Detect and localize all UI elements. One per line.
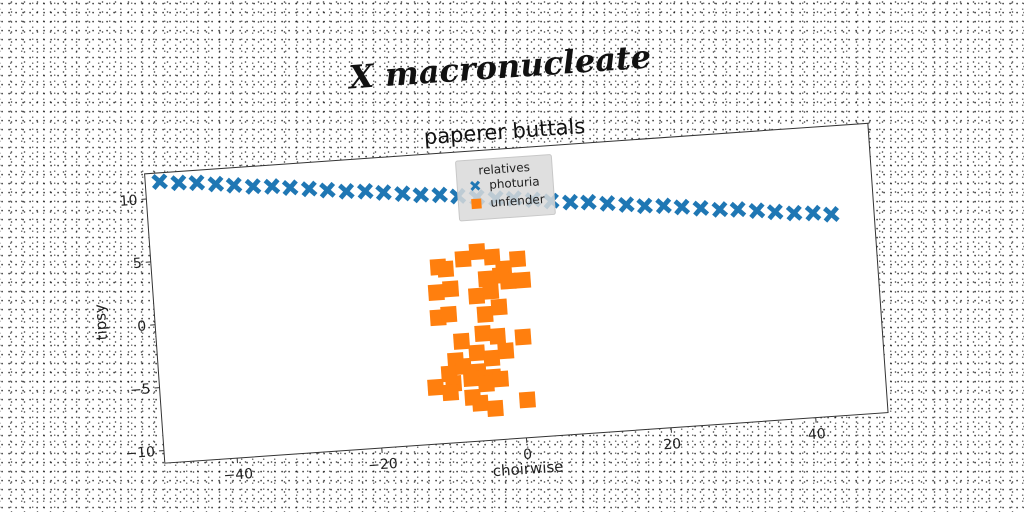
- series-1-point: [244, 178, 262, 195]
- series-2-point: [468, 287, 486, 305]
- series-2-point: [486, 399, 504, 417]
- series-2-point: [483, 248, 501, 266]
- series-1-point: [225, 176, 243, 194]
- legend-marker-2: [471, 198, 482, 210]
- series-1-point: [729, 201, 747, 218]
- series-2-point: [427, 378, 445, 396]
- series-2-point: [482, 282, 500, 300]
- series-1-point: [636, 197, 653, 215]
- series-2-point: [497, 342, 515, 360]
- series-2-point: [474, 324, 492, 343]
- x-tick-label: 40: [807, 426, 826, 443]
- series-2-point: [454, 357, 472, 375]
- series-1-point: [692, 199, 710, 217]
- series-1-point: [412, 186, 430, 204]
- series-2-point: [488, 327, 507, 345]
- series-1-point: [711, 201, 729, 218]
- series-1-point: [281, 179, 299, 196]
- series-2-point: [442, 384, 460, 402]
- series-2-point: [499, 272, 517, 290]
- y-axis-label: tipsy: [91, 303, 111, 341]
- x-tick-label: 20: [663, 436, 682, 453]
- x-axis-label: choirwise: [492, 457, 564, 480]
- y-tick-label: −5: [129, 381, 151, 398]
- legend-label-2: unfender: [490, 192, 545, 210]
- series-2-point: [491, 370, 510, 388]
- series-1-point: [580, 193, 597, 211]
- series-2-point: [464, 388, 482, 406]
- series-1-point: [188, 174, 206, 192]
- series-2-point: [468, 243, 486, 261]
- series-1-point: [319, 181, 336, 199]
- chart-title: paperer buttals: [423, 114, 586, 149]
- series-2-point: [440, 305, 458, 323]
- series-2-point: [514, 271, 532, 289]
- plot-area: −40 −20 0 20 40 −10 −5 0 5 10 paperer buttals ch…: [91, 114, 889, 484]
- y-tick-label: 0: [137, 318, 147, 335]
- series-1-point: [561, 193, 579, 211]
- series-1-point: [207, 175, 225, 193]
- series-1-point: [673, 198, 691, 216]
- y-tick-label: −10: [125, 444, 156, 462]
- x-tick-label: −20: [368, 456, 399, 474]
- series-1-point: [394, 185, 411, 203]
- series-1-point: [785, 204, 803, 222]
- series-2-point: [437, 260, 455, 278]
- series-1-point: [151, 173, 168, 190]
- x-axis-ticks: −40 −20 0 20 40: [223, 417, 826, 484]
- x-tick-label: −40: [223, 466, 254, 484]
- y-tick-label: 10: [119, 193, 138, 210]
- series-2-point: [454, 250, 472, 268]
- x-tick-label: 0: [523, 447, 533, 464]
- y-tick-label: 5: [132, 256, 142, 273]
- series-2-point: [518, 391, 536, 409]
- series-2-point: [427, 283, 445, 302]
- series-1-point: [263, 178, 281, 195]
- series-2-point: [477, 270, 495, 288]
- legend-title: relatives: [478, 160, 530, 178]
- series-2-point: [476, 305, 494, 323]
- series-2-point: [483, 349, 501, 367]
- series-1-point: [618, 196, 635, 213]
- series-1-point: [804, 204, 822, 222]
- series-1-point: [431, 186, 448, 204]
- series-2-point: [453, 332, 471, 350]
- series-1-point: [655, 197, 672, 215]
- series-1-point: [823, 206, 840, 223]
- series-2-point: [468, 344, 486, 362]
- series-2-point: [509, 250, 527, 268]
- y-axis-ticks: −10 −5 0 5 10: [119, 193, 164, 462]
- series-2-point: [462, 369, 480, 388]
- series-1-point: [375, 184, 392, 201]
- series-2-point: [490, 298, 508, 316]
- series-1-point: [748, 202, 766, 219]
- series-1-point: [599, 195, 616, 212]
- series-2-point: [514, 328, 532, 346]
- legend-marker-1: [470, 180, 481, 192]
- series-1-point: [338, 183, 355, 200]
- series-1-point: [766, 203, 784, 221]
- data-marks: [151, 173, 840, 417]
- series-2-point: [477, 375, 495, 393]
- series-1-point: [170, 174, 187, 192]
- series-1-point: [300, 180, 318, 198]
- legend-label-1: photuria: [489, 174, 540, 191]
- series-2-point: [442, 280, 460, 298]
- series-1-point: [356, 182, 374, 200]
